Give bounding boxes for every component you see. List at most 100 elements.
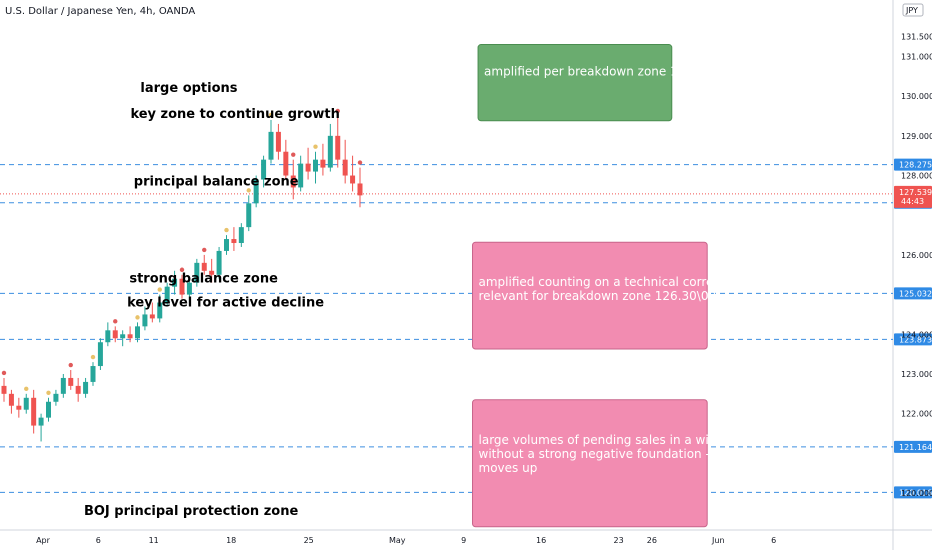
candle-body — [135, 326, 140, 339]
candle-body — [216, 250, 222, 275]
level-tag — [894, 158, 932, 171]
candles — [1, 108, 363, 442]
signal-marker — [224, 227, 229, 233]
level-lines: 128.275127.313125.032123.873121.164120.0… — [0, 158, 932, 499]
candle-body — [23, 397, 29, 410]
candle-body — [38, 417, 44, 426]
y-tick-label: 122.000 — [901, 410, 932, 419]
candle-body — [31, 397, 37, 426]
candle-body — [46, 401, 51, 418]
annotation-label: BOJ principal protection zone — [84, 504, 298, 519]
y-tick-label: 126.000 — [901, 251, 932, 260]
annotation-label: principal balance zone — [134, 174, 299, 189]
countdown-label: 44:43 — [901, 197, 924, 206]
candle-body — [68, 377, 74, 386]
level-tag-label: 128.275 — [899, 161, 932, 170]
candle-body — [1, 385, 7, 394]
candle-body — [350, 175, 356, 184]
candle-body — [246, 203, 252, 228]
signal-marker — [246, 188, 251, 193]
candle-body — [157, 302, 163, 319]
level-tag — [894, 486, 932, 499]
candle-body — [90, 366, 96, 382]
candle-body — [268, 131, 274, 160]
signal-marker — [1, 370, 7, 376]
note-box-text: large volumes of pending sales in a wide… — [479, 433, 763, 447]
axis-labels: 131.500 131.000 130.000 129.000 128.000 126.0… — [36, 3, 932, 545]
note-box — [472, 241, 708, 350]
level-tag — [894, 440, 932, 453]
x-tick-label: Jun — [711, 536, 725, 545]
y-tick-label: 130.000 — [901, 92, 932, 101]
signal-marker — [268, 112, 274, 118]
signal-marker — [68, 362, 73, 368]
signal-marker — [24, 386, 29, 392]
signal-marker — [90, 354, 96, 360]
candle-body — [120, 334, 126, 339]
candle-body — [142, 314, 148, 327]
x-tick-label: Apr — [36, 536, 51, 545]
candle-body — [179, 278, 185, 295]
candle-body — [127, 334, 133, 339]
note-boxes: amplified per breakdown zone 130 amplifie… — [472, 44, 772, 528]
annotation-label: large options — [140, 81, 237, 96]
candle-body — [290, 175, 296, 188]
candle-body — [253, 179, 259, 204]
y-tick-label: 123.000 — [901, 370, 932, 379]
candle-body — [83, 381, 89, 394]
candle-body — [112, 330, 118, 339]
candle-body — [224, 239, 229, 251]
y-tick-label: 124.000 — [901, 330, 932, 339]
note-box — [472, 399, 708, 528]
candle-body — [105, 330, 111, 343]
y-tick-label: 131.000 — [901, 52, 932, 61]
level-tag — [894, 333, 932, 346]
x-tick-label: 23 — [614, 536, 624, 545]
candle-body — [238, 227, 244, 244]
signal-marker — [157, 287, 162, 292]
candle-body — [16, 405, 22, 410]
candle-body — [53, 393, 59, 402]
currency-badge-label: JPY — [905, 6, 918, 15]
candle-body — [275, 131, 281, 152]
candle-body — [194, 262, 200, 283]
signal-marker — [357, 160, 363, 165]
signal-marker — [313, 144, 318, 149]
x-tick-label: 9 — [461, 536, 466, 545]
level-tag-label: 123.873 — [899, 335, 932, 344]
candle-body — [335, 135, 341, 160]
note-box — [477, 44, 673, 122]
level-tag-label: 120.016 — [899, 488, 932, 497]
x-tick-label: May — [389, 536, 406, 545]
note-box-text: without a strong negative foundation - i… — [479, 447, 772, 461]
candle-body — [8, 393, 14, 406]
signal-marker — [291, 152, 296, 157]
candle-body — [261, 159, 267, 180]
level-tag-label: 125.032 — [899, 289, 932, 298]
candle-body — [320, 159, 326, 168]
candle-body — [305, 163, 311, 172]
chart-title: U.S. Dollar / Japanese Yen, 4h, OANDA — [5, 6, 195, 17]
signal-marker — [179, 267, 185, 272]
note-box-text: amplified per breakdown zone 130 — [484, 65, 693, 79]
note-box-text: relevant for breakdown zone 126.30\00 — [479, 289, 717, 303]
x-tick-label: 11 — [149, 536, 159, 545]
level-tag — [894, 287, 932, 300]
y-tick-label: 120.000 — [901, 489, 932, 498]
candle-body — [60, 377, 66, 394]
candle-body — [283, 151, 289, 176]
x-tick-label: 6 — [771, 536, 776, 545]
candle-body — [186, 282, 192, 295]
candle-body — [201, 262, 207, 271]
level-tag-label: 121.164 — [899, 443, 932, 452]
note-box-text: moves up — [479, 461, 538, 475]
current-price-tag — [894, 185, 932, 208]
candle-body — [209, 270, 215, 275]
currency-badge — [902, 3, 924, 17]
annotation-label: key level for active decline — [127, 296, 324, 311]
signal-marker — [202, 247, 207, 253]
y-tick-label: 129.000 — [901, 132, 932, 141]
signal-marker — [113, 319, 118, 324]
